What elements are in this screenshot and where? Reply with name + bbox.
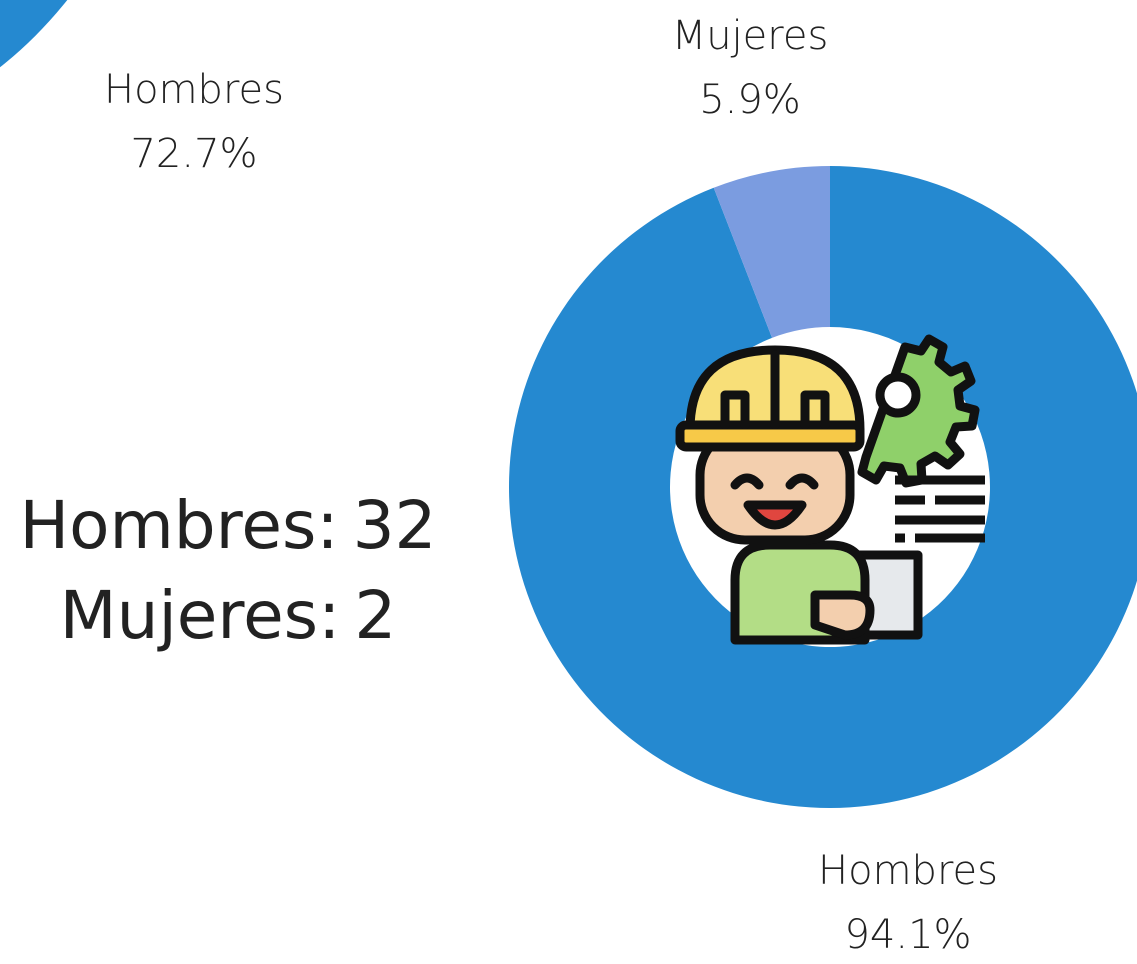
summary-value: 2: [354, 577, 396, 654]
slice-value-label: 5.9%: [699, 77, 801, 123]
summary-label: Hombres:: [19, 487, 338, 564]
slice-category-label: Hombres: [104, 67, 284, 113]
summary-value: 32: [353, 487, 437, 564]
slice: [509, 166, 1137, 808]
slice: [713, 166, 830, 338]
slice-category-label: Hombres: [818, 848, 998, 894]
summary-label: Mujeres:: [60, 577, 341, 654]
slice-value-label: 94.1%: [844, 912, 971, 958]
slice-value-label: 72.7%: [130, 131, 257, 177]
chart-texts: Hombres 72.7% Hombres 94.1% Mujeres 5.9% Hombr…: [19, 13, 998, 958]
summary-line: Hombres: 32: [19, 487, 436, 564]
chart-marks: [0, 0, 1137, 808]
slice-category-label: Mujeres: [672, 13, 829, 59]
worker-icon: [675, 334, 985, 645]
summary-line: Mujeres: 2: [60, 577, 397, 654]
slice: [0, 0, 68, 68]
